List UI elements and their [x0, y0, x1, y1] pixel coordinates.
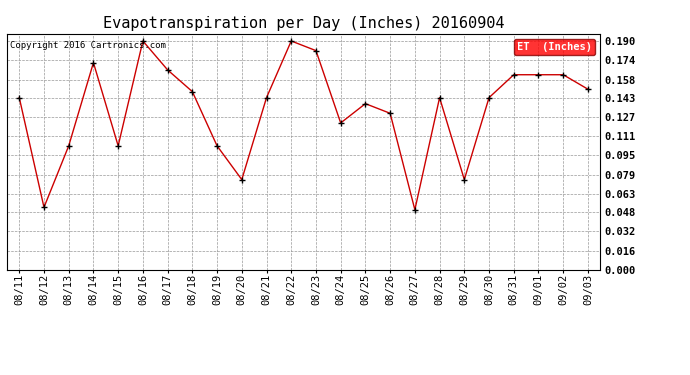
Legend: ET  (Inches): ET (Inches): [514, 39, 595, 55]
Text: Copyright 2016 Cartronics.com: Copyright 2016 Cartronics.com: [10, 41, 166, 50]
Title: Evapotranspiration per Day (Inches) 20160904: Evapotranspiration per Day (Inches) 2016…: [103, 16, 504, 31]
